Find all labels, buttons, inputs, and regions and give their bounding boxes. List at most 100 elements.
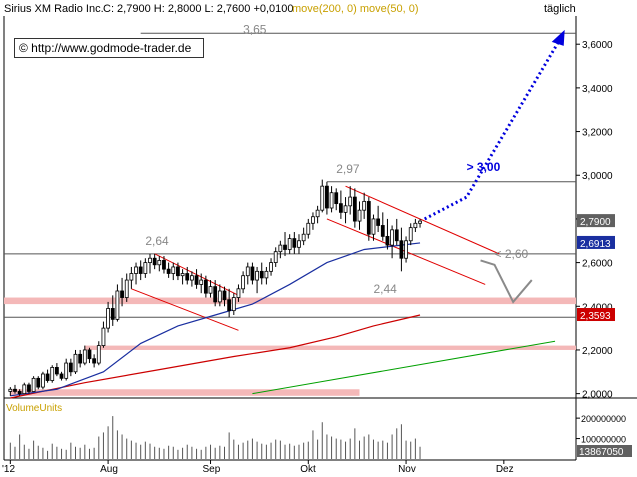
volume-badge-label: 13867050 xyxy=(579,447,624,458)
candle-body xyxy=(208,286,213,294)
support-zone xyxy=(84,345,576,350)
annotations: 3,652,972,642,44> 3,00< 2,60 xyxy=(145,22,528,296)
support-zone xyxy=(4,297,576,305)
x-tick-label: Aug xyxy=(100,464,118,475)
y-tick-label: 3,2000 xyxy=(582,128,613,139)
support-zone xyxy=(10,389,360,396)
y-tick-label: 2,6000 xyxy=(582,259,613,270)
candle-body xyxy=(59,373,64,379)
candle-body xyxy=(176,266,180,277)
instrument-name: Sirius XM Radio Inc. xyxy=(4,3,104,15)
candle-body xyxy=(8,388,13,392)
candle-body xyxy=(143,262,148,274)
candles xyxy=(8,179,422,396)
copyright-box: © http://www.godmode-trader.de xyxy=(14,38,204,58)
horizontal-levels xyxy=(4,32,576,318)
x-tick-label: Nov xyxy=(398,464,416,475)
candle-body xyxy=(269,262,273,272)
candle-body xyxy=(92,358,97,364)
support-zones xyxy=(4,297,576,396)
candle-body xyxy=(408,227,413,242)
projection-up-arrowhead xyxy=(551,29,565,46)
candle-body xyxy=(96,345,101,364)
candle-body xyxy=(283,244,287,250)
candle-body xyxy=(236,288,241,298)
candle-body xyxy=(292,238,297,248)
y-tick-label: 2,0000 xyxy=(582,390,613,401)
y-tick-label: 3,4000 xyxy=(582,84,613,95)
candle-body xyxy=(380,225,385,237)
candle-body xyxy=(259,270,264,279)
candle-body xyxy=(376,218,381,226)
candle-body xyxy=(115,290,120,320)
candle-body xyxy=(87,349,92,360)
candle-body xyxy=(399,240,404,259)
candle-body xyxy=(17,391,22,395)
annotation-label: 2,97 xyxy=(336,162,360,176)
green-trendline xyxy=(252,340,556,395)
candle-body xyxy=(180,273,185,277)
candle-body xyxy=(278,244,283,253)
candle-body xyxy=(124,279,129,298)
candle-body xyxy=(213,286,218,303)
annotation-label: 3,65 xyxy=(243,22,267,36)
candle-body xyxy=(194,275,199,285)
ma50-line xyxy=(10,242,421,397)
candle-body xyxy=(54,367,59,375)
ma200-line xyxy=(10,314,421,399)
candle-body xyxy=(148,257,152,263)
annotation-label: 2,44 xyxy=(373,282,397,296)
candle-body xyxy=(390,229,394,246)
candle-body xyxy=(250,266,255,281)
price-badge xyxy=(577,235,615,249)
y-tick-label: 2,4000 xyxy=(582,302,613,313)
candle-body xyxy=(334,192,339,205)
indicator-legend: move(200, 0) move(50, 0) xyxy=(292,3,419,15)
candle-body xyxy=(22,384,27,395)
volume-panel: VolumeUnits 200000000 100000000 13867050 xyxy=(6,403,632,459)
candle-body xyxy=(171,266,176,274)
candle-body xyxy=(301,233,306,242)
trend-lines xyxy=(131,185,556,395)
candle-body xyxy=(64,362,69,379)
candle-body xyxy=(50,367,55,381)
candle-body xyxy=(101,327,106,346)
candle-body xyxy=(418,220,422,224)
candle-body xyxy=(231,297,236,312)
volume-tick-label: 200000000 xyxy=(581,414,626,424)
candle-body xyxy=(404,240,408,259)
candle-body xyxy=(82,349,87,364)
candle-body xyxy=(366,201,371,235)
y-tick-label: 3,6000 xyxy=(582,40,613,51)
projection-down-path xyxy=(480,259,533,304)
candle-body xyxy=(129,273,134,281)
candle-body xyxy=(287,238,292,250)
x-tick-label: Sep xyxy=(203,464,221,475)
chart-header: Sirius XM Radio Inc. C: 2,7900 H: 2,8000… xyxy=(0,0,637,16)
price-badge-label: 2,6913 xyxy=(580,239,611,250)
red-channel-line xyxy=(345,185,500,255)
annotation-label: < 2,60 xyxy=(495,247,529,261)
projection-up-path xyxy=(423,39,561,221)
candle-body xyxy=(320,185,325,211)
candle-body xyxy=(255,270,259,281)
period-label: täglich xyxy=(544,3,576,15)
annotation-label: 2,64 xyxy=(145,234,169,248)
x-tick-label: Dez xyxy=(496,464,514,475)
candle-body xyxy=(190,275,194,281)
price-badge xyxy=(577,214,615,228)
candle-body xyxy=(68,362,73,373)
candle-body xyxy=(41,373,45,388)
ohlc-readout: C: 2,7900 H: 2,8000 L: 2,7600 +0,0100 xyxy=(103,3,294,15)
volume-label: VolumeUnits xyxy=(6,403,62,414)
candle-body xyxy=(306,222,311,235)
candle-body xyxy=(199,279,204,285)
candle-body xyxy=(338,203,343,213)
candle-body xyxy=(110,308,115,320)
candle-body xyxy=(245,266,250,277)
candle-body xyxy=(264,270,269,279)
copyright-text: © http://www.godmode-trader.de xyxy=(19,41,192,55)
x-tick-label: '12 xyxy=(2,464,15,475)
candle-body xyxy=(78,353,83,364)
